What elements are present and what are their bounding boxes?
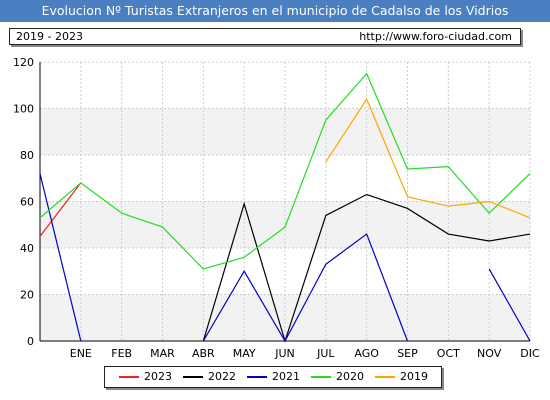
y-tick-label: 120	[13, 56, 34, 69]
series-line-2021	[202, 233, 409, 343]
y-tick-label: 100	[13, 103, 34, 116]
legend-label: 2023	[144, 370, 172, 383]
source-url: http://www.foro-ciudad.com	[359, 30, 512, 43]
series-line-2021	[39, 173, 82, 342]
series-line-2021	[488, 268, 531, 342]
x-tick-label: MAR	[150, 347, 175, 360]
y-tick-label: 0	[27, 335, 34, 348]
info-bar: 2019 - 2023 http://www.foro-ciudad.com	[9, 28, 521, 45]
legend: 2023 2022 2021 2020 2019	[104, 366, 442, 388]
x-tick-label: DIC	[520, 347, 540, 360]
legend-swatch	[119, 376, 139, 378]
x-tick-label: ABR	[192, 347, 215, 360]
period-label: 2019 - 2023	[16, 30, 83, 43]
y-tick-label: 20	[20, 289, 34, 302]
series-lines	[39, 72, 531, 344]
y-tick-label: 60	[20, 196, 34, 209]
x-tick-label: AGO	[354, 347, 379, 360]
x-tick-label: JUL	[316, 347, 335, 360]
x-tick-label: NOV	[477, 347, 502, 360]
series-line-2020	[39, 72, 531, 270]
legend-swatch	[311, 376, 331, 378]
series-line-2022	[202, 193, 531, 344]
chart-title: Evolucion Nº Turistas Extranjeros en el …	[0, 0, 550, 22]
grid-band	[40, 201, 530, 248]
x-tick-labels: ENE FEB MAR ABR MAY JUN JUL AGO SEP OCT NOV DIC	[70, 347, 540, 360]
legend-label: 2020	[336, 370, 364, 383]
series-line-2023	[39, 182, 82, 237]
series-line-2019	[325, 97, 531, 219]
x-tick-label: OCT	[437, 347, 460, 360]
y-tick-label: 80	[20, 149, 34, 162]
legend-swatch	[375, 376, 395, 378]
y-tick-labels: 0 20 40 60 80 100 120	[13, 56, 34, 348]
legend-swatch	[183, 376, 203, 378]
legend-label: 2022	[208, 370, 236, 383]
x-tick-label: JUN	[274, 347, 295, 360]
legend-label: 2019	[400, 370, 428, 383]
y-tick-label: 40	[20, 242, 34, 255]
legend-label: 2021	[272, 370, 300, 383]
x-tick-label: ENE	[70, 347, 92, 360]
x-tick-label: SEP	[397, 347, 418, 360]
legend-swatch	[247, 376, 267, 378]
x-tick-label: FEB	[111, 347, 132, 360]
x-tick-label: MAY	[233, 347, 256, 360]
grid-lines	[40, 61, 531, 342]
